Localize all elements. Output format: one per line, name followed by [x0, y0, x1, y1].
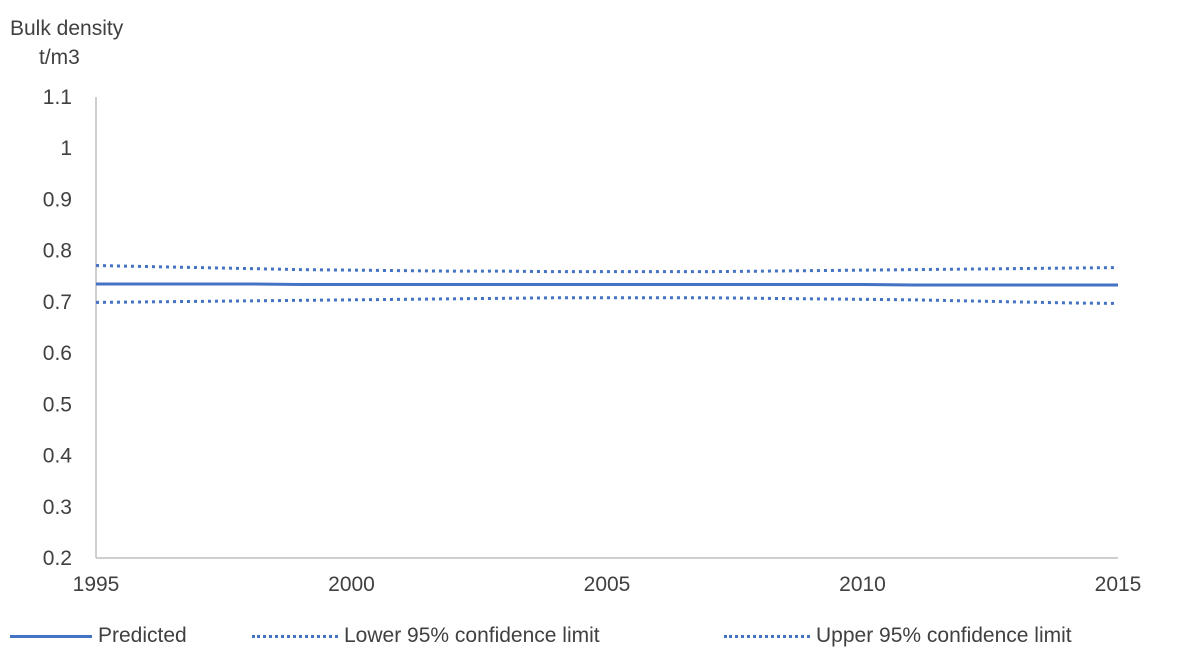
legend-label-upper-limit: Upper 95% confidence limit [816, 624, 1072, 648]
y-tick-label: 0.3 [43, 496, 72, 519]
y-axis-title-line-2: t/m3 [39, 46, 80, 70]
legend-item-predicted: Predicted [10, 622, 187, 650]
series-line-upper-limit [96, 266, 1118, 272]
x-tick-label: 2005 [584, 573, 631, 596]
series-line-predicted [96, 284, 1118, 285]
y-tick-label: 0.7 [43, 291, 72, 314]
x-axis-tick-labels: 1995 2000 2005 2010 2015 [73, 573, 1142, 596]
y-axis-title-line-1: Bulk density [10, 17, 123, 41]
x-tick-label: 2000 [328, 573, 375, 596]
series-line-lower-limit [96, 298, 1118, 304]
x-tick-label: 2010 [839, 573, 886, 596]
x-tick-label: 1995 [73, 573, 120, 596]
legend-swatch-upper-limit [724, 635, 810, 638]
legend-label-predicted: Predicted [98, 624, 187, 648]
y-tick-label: 0.5 [43, 393, 72, 416]
legend-label-lower-limit: Lower 95% confidence limit [344, 624, 600, 648]
y-tick-label: 0.6 [43, 342, 72, 365]
x-tick-label: 2015 [1095, 573, 1142, 596]
legend-swatch-lower-limit [252, 635, 338, 638]
y-tick-label: 0.8 [43, 240, 72, 263]
y-axis-tick-labels: 0.2 0.3 0.4 0.5 0.6 0.7 0.8 0.9 1 1.1 [43, 86, 73, 570]
series-layer [96, 266, 1118, 304]
y-tick-label: 0.4 [43, 445, 73, 468]
y-tick-label: 1.1 [43, 86, 72, 109]
y-tick-label: 0.2 [43, 547, 72, 570]
y-tick-label: 0.9 [43, 188, 72, 211]
legend-item-upper-limit: Upper 95% confidence limit [724, 622, 1072, 650]
y-tick-label: 1 [60, 137, 72, 160]
chart-legend: Predicted Lower 95% confidence limit Upp… [0, 622, 1197, 650]
legend-item-lower-limit: Lower 95% confidence limit [252, 622, 600, 650]
legend-swatch-predicted [10, 635, 92, 638]
